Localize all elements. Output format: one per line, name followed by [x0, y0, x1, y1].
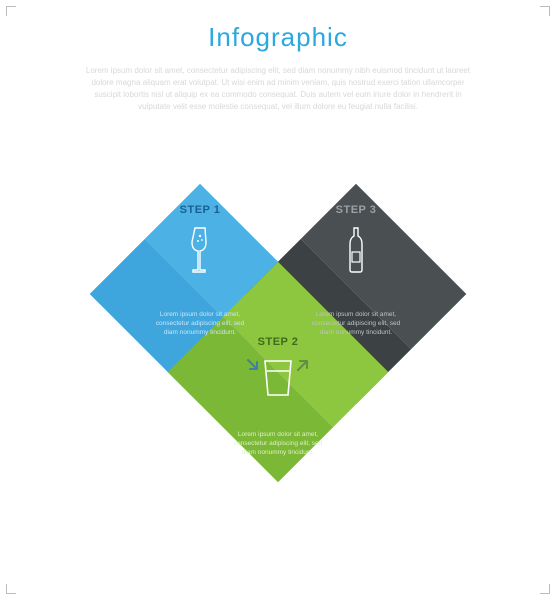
frame-mark-tl [6, 6, 16, 16]
arrow-step1-to-step2-icon [244, 356, 262, 374]
diamond-step3-bot [246, 239, 411, 404]
tile-step2: STEP 2 Lorem ipsum dolor sit amet, conse… [178, 332, 378, 457]
bottle-icon [256, 218, 456, 276]
page-title: Infographic [0, 0, 556, 53]
diamond-step2-bot [168, 317, 333, 482]
step2-label: STEP 2 [178, 336, 378, 348]
frame-mark-tr [540, 6, 550, 16]
tile-step3: STEP 3 Lorem ipsum dolor sit amet, conse… [256, 200, 456, 337]
diamond-step1 [90, 184, 311, 405]
step2-body: Lorem ipsum dolor sit amet, consectetur … [178, 430, 378, 457]
step3-label: STEP 3 [256, 204, 456, 216]
frame-mark-bl [6, 584, 16, 594]
tumbler-glass-icon [178, 354, 378, 404]
diamond-step3-top [301, 184, 466, 349]
step3-body: Lorem ipsum dolor sit amet, consectetur … [256, 310, 456, 337]
diamond-step3 [246, 184, 467, 405]
page-subtitle: Lorem ipsum dolor sit amet, consectetur … [78, 65, 478, 113]
diamond-step2 [168, 262, 389, 483]
diamond-step2-top [223, 262, 388, 427]
arrow-step2-to-step3-icon [294, 356, 312, 374]
tile-step1: STEP 1 Lorem ipsum dolor sit amet, conse… [100, 200, 300, 337]
step1-label: STEP 1 [100, 204, 300, 216]
champagne-glass-icon [100, 218, 300, 276]
diamond-step1-top [145, 184, 310, 349]
frame-mark-br [540, 584, 550, 594]
diamond-step1-bot [90, 239, 255, 404]
step1-body: Lorem ipsum dolor sit amet, consectetur … [100, 310, 300, 337]
